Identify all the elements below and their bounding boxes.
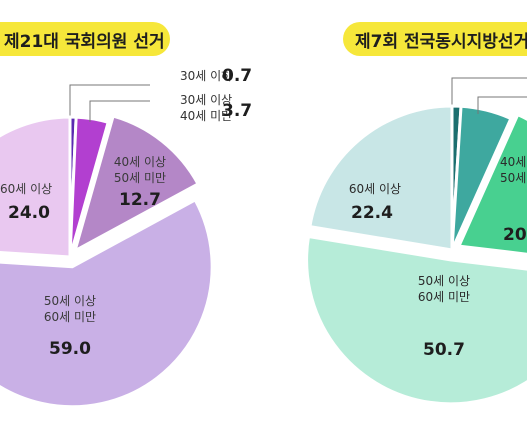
- left-label-0: 30세 이하: [180, 69, 232, 83]
- left-label-1: 30세 이상 40세 미만: [180, 93, 232, 123]
- left-leader-0: [69, 84, 150, 121]
- left-label-4: 60세 이상: [0, 182, 52, 196]
- right-label-4: 60세 이상: [349, 182, 401, 196]
- pie-left: 30세 이하0.7 30세 이상 40세 미만3.7 40세 이상 50세 미만 12.7…: [0, 66, 252, 409]
- left-value-2: 12.7: [119, 190, 161, 210]
- left-label-2: 40세 이상 50세 미만: [114, 155, 166, 185]
- left-value-4: 24.0: [8, 203, 50, 223]
- right-label-3: 50세 이상 60세 미만: [418, 274, 470, 304]
- left-label-3: 50세 이상 60세 미만: [44, 294, 96, 324]
- right-slice-3: [305, 234, 527, 406]
- left-value-1: 3.7: [222, 101, 252, 121]
- left-value-0: 0.7: [222, 66, 252, 86]
- right-slice-1: [450, 104, 513, 251]
- right-slice-4: [308, 104, 454, 252]
- left-value-3: 59.0: [49, 339, 91, 359]
- left-slice-4: [0, 115, 72, 259]
- left-slice-2: [72, 114, 201, 254]
- right-value-2: 20: [503, 225, 527, 245]
- right-chart-title: 제7회 전국동시지방선거: [343, 22, 527, 56]
- left-leader-1: [89, 100, 150, 122]
- left-slice-3: [0, 197, 214, 409]
- left-chart-title: 제21대 국회의원 선거: [0, 22, 170, 56]
- left-slice-1: [68, 115, 111, 258]
- right-leader-0: [451, 77, 527, 112]
- right-slice-2: [456, 112, 527, 256]
- right-value-3: 50.7: [423, 340, 465, 360]
- right-value-4: 22.4: [351, 203, 393, 223]
- right-leader-1: [477, 96, 527, 114]
